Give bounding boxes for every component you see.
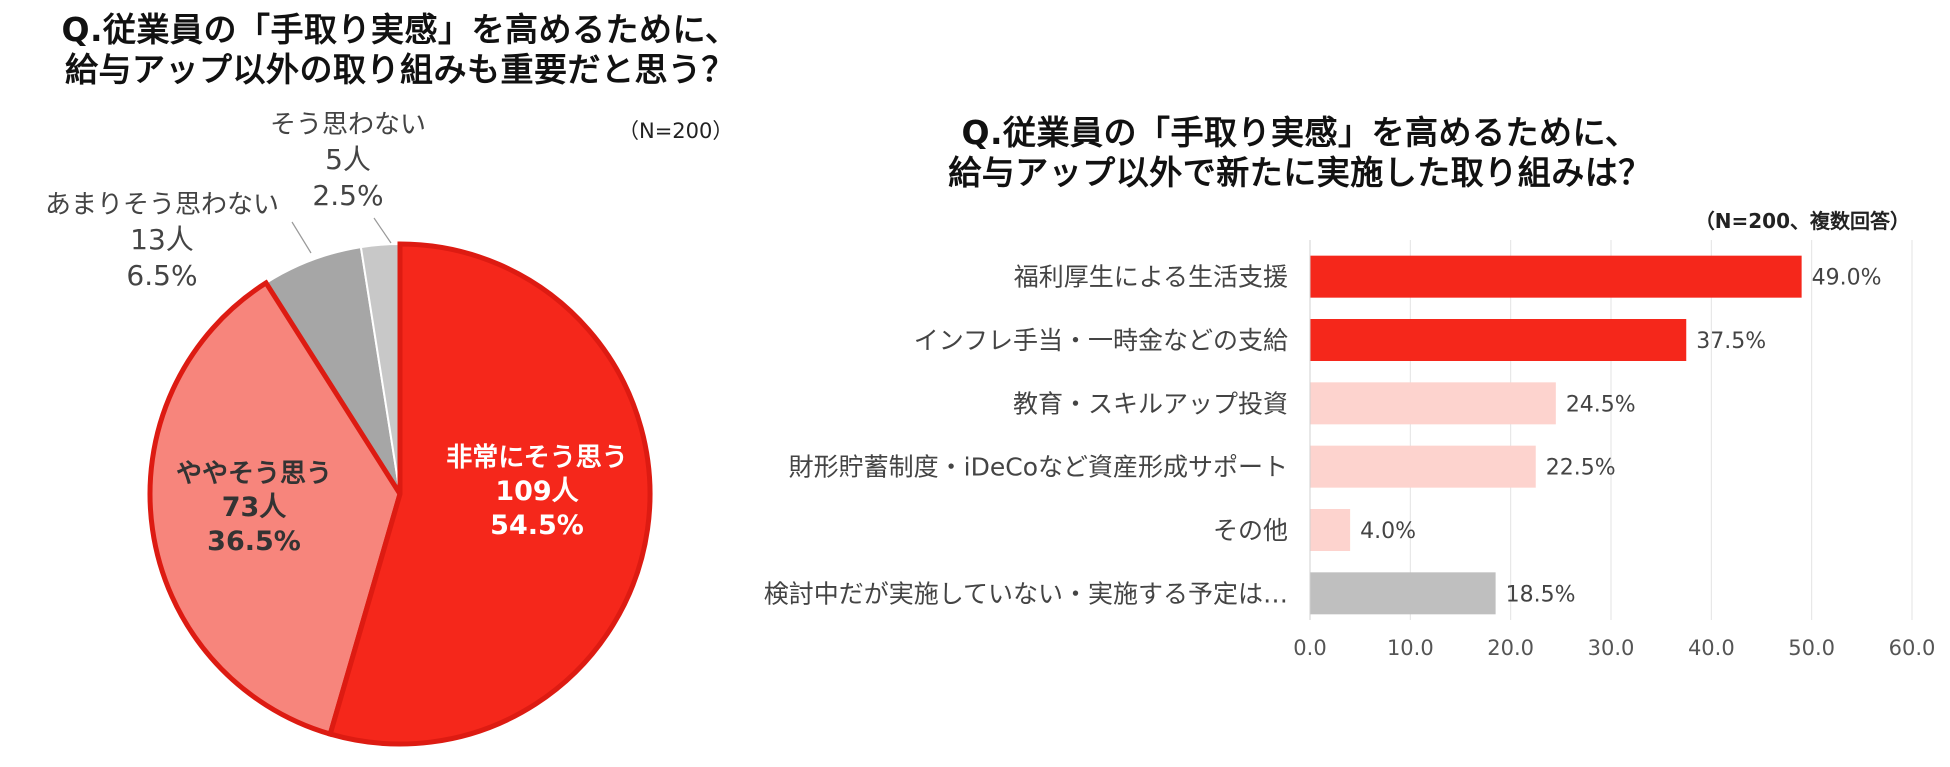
bar-x-tick-label: 60.0 [1889, 636, 1936, 660]
bar-value-label: 37.5% [1696, 329, 1766, 354]
pie-label-3-percent: 6.5% [126, 259, 197, 292]
bar-value-label: 24.5% [1566, 392, 1636, 417]
pie-chart-title: Q.従業員の「手取り実感」を高めるために、 給与アップ以外の取り組みも重要だと思… [10, 10, 790, 90]
pie-leader-line-4 [373, 217, 392, 244]
bar-value-label: 49.0% [1812, 266, 1882, 291]
bar-6 [1310, 572, 1496, 615]
bar-category-label: その他 [1213, 516, 1288, 545]
pie-label-1-percent: 54.5% [490, 510, 584, 541]
pie-title-line1: Q.従業員の「手取り実感」を高めるために、 [61, 10, 739, 49]
bar-value-label: 4.0% [1360, 519, 1416, 544]
bar-category-label: 財形貯蓄制度・iDeCoなど資産形成サポート [789, 453, 1288, 482]
bar-2 [1310, 319, 1687, 361]
pie-label-1-name: 非常にそう思う [446, 443, 627, 473]
pie-slice-1 [327, 241, 653, 747]
bar-title-line2: 給与アップ以外で新たに実施した取り組みは？ [948, 153, 1652, 192]
bar-5 [1310, 509, 1351, 551]
bar-value-label: 22.5% [1546, 456, 1616, 481]
pie-label-2-percent: 36.5% [207, 526, 301, 557]
bar-title-line1: Q.従業員の「手取り実感」を高めるために、 [961, 113, 1639, 152]
pie-label-4-percent: 2.5% [312, 179, 383, 212]
bar-category-label: 教育・スキルアップ投資 [1013, 389, 1288, 418]
pie-label-4-count: 5人 [325, 143, 371, 176]
bar-x-tick-label: 0.0 [1293, 636, 1326, 660]
pie-slice-2 [147, 279, 403, 738]
pie-sample-note: （N=200） [618, 119, 734, 143]
bar-chart-title: Q.従業員の「手取り実感」を高めるために、 給与アップ以外で新たに実施した取り組… [850, 113, 1750, 193]
bar-x-tick-label: 20.0 [1487, 636, 1534, 660]
pie-label-1-count: 109人 [495, 476, 578, 507]
bar-sample-note: （N=200、複数回答） [1694, 209, 1910, 233]
pie-label-3-count: 13人 [130, 223, 194, 256]
pie-title-line2: 給与アップ以外の取り組みも重要だと思う？ [65, 50, 735, 89]
bar-4 [1310, 445, 1536, 488]
bar-value-label: 18.5% [1506, 582, 1576, 607]
bar-x-tick-label: 30.0 [1588, 636, 1635, 660]
bar-category-label: 検討中だが実施していない・実施する予定は… [764, 579, 1288, 608]
bar-category-label: インフレ手当・一時金などの支給 [914, 326, 1288, 355]
bar-x-tick-label: 40.0 [1688, 636, 1735, 660]
bar-x-tick-label: 10.0 [1387, 636, 1434, 660]
pie-leader-line-3 [291, 221, 312, 254]
pie-label-3-name: あまりそう思わない [45, 190, 279, 220]
bar-1 [1310, 255, 1802, 298]
pie-label-2-name: ややそう思う [176, 459, 332, 489]
bar-3 [1310, 382, 1556, 425]
pie-label-4-name: そう思わない [270, 110, 426, 140]
pie-label-2-count: 73人 [222, 492, 287, 523]
bar-category-label: 福利厚生による生活支援 [1014, 263, 1288, 292]
bar-x-tick-label: 50.0 [1788, 636, 1835, 660]
